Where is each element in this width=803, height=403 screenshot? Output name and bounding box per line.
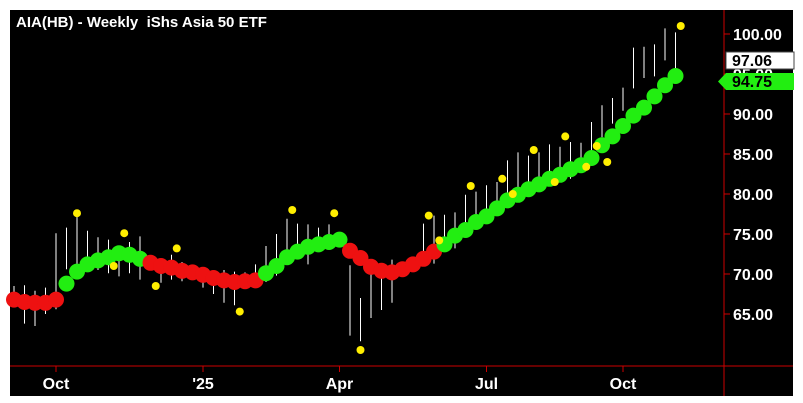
- plot-background: [10, 10, 793, 396]
- indicator-dot: [657, 77, 673, 94]
- indicator-dot: [58, 275, 75, 292]
- pivot-marker: [550, 178, 559, 186]
- pivot-marker: [288, 206, 297, 214]
- pivot-marker: [435, 236, 444, 245]
- pivot-marker: [466, 182, 475, 190]
- pivot-marker: [235, 307, 244, 316]
- x-tick-label: Oct: [43, 376, 70, 393]
- pivot-marker: [676, 22, 685, 30]
- indicator-dot: [604, 128, 621, 145]
- y-tick-label: 80.00: [733, 187, 773, 204]
- y-tick-label: 75.00: [733, 227, 773, 244]
- pivot-marker: [330, 209, 339, 218]
- pivot-markers: [73, 22, 685, 354]
- y-tick-label: 85.00: [733, 147, 773, 164]
- pivot-marker: [151, 282, 160, 290]
- pivot-marker: [529, 146, 538, 154]
- pivot-marker: [424, 211, 433, 220]
- indicator-dot: [331, 231, 348, 248]
- pivot-marker: [498, 174, 507, 183]
- pivot-marker: [508, 190, 517, 198]
- pivot-marker: [356, 346, 365, 354]
- last-price-label: 97.06: [732, 53, 772, 70]
- chart-title: AIA(HB) - Weekly iShs Asia 50 ETF: [16, 14, 267, 31]
- indicator-dot: [268, 258, 285, 274]
- indicator-dot: [646, 88, 663, 105]
- pivot-marker: [603, 158, 612, 166]
- indicator-dot: [615, 118, 631, 134]
- indicator-value-label: 94.75: [732, 74, 772, 91]
- indicator-dot: [583, 150, 600, 166]
- y-axis-ticks: 100.0095.0090.0085.0080.0075.0070.0065.0…: [724, 27, 782, 324]
- y-tick-label: 100.00: [733, 27, 782, 44]
- indicator-dots: [6, 68, 684, 311]
- last-price-box: [725, 51, 795, 70]
- y-tick-label: 70.00: [733, 267, 773, 284]
- indicator-dot: [48, 291, 64, 308]
- indicator-dot: [636, 99, 652, 116]
- pivot-marker: [561, 132, 570, 141]
- x-tick-label: Oct: [610, 376, 637, 393]
- y-tick-label: 65.00: [733, 307, 773, 324]
- pivot-marker: [73, 209, 81, 218]
- indicator-value-pointer: [718, 73, 726, 90]
- pivot-marker: [172, 244, 181, 253]
- value-labels: 97.06 94.75: [718, 51, 795, 91]
- pivot-marker: [109, 262, 118, 270]
- y-tick-label: 90.00: [733, 107, 773, 124]
- pivot-marker: [120, 229, 129, 238]
- x-tick-label: Jul: [475, 376, 498, 393]
- x-axis-ticks: Oct '25 Apr Jul Oct: [43, 366, 637, 393]
- indicator-dot: [352, 250, 369, 266]
- indicator-value-box: [726, 73, 794, 90]
- x-tick-label: '25: [192, 376, 214, 393]
- x-tick-label: Apr: [326, 376, 354, 393]
- pivot-marker: [582, 162, 591, 171]
- indicator-dot: [667, 68, 684, 84]
- pivot-marker: [592, 142, 601, 150]
